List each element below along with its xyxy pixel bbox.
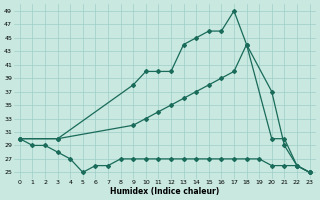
X-axis label: Humidex (Indice chaleur): Humidex (Indice chaleur) — [110, 187, 219, 196]
